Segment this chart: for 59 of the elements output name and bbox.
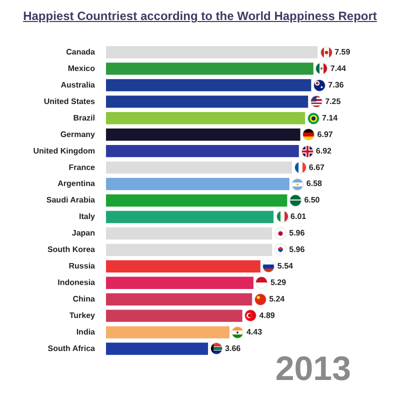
y-tick-label: South Africa — [48, 344, 96, 353]
bar — [106, 194, 288, 207]
bar — [106, 144, 299, 158]
data-label: 5.96 — [289, 228, 306, 238]
data-label: 5.24 — [269, 294, 286, 304]
data-label: 7.36 — [328, 80, 344, 90]
data-label: 6.97 — [317, 130, 334, 139]
y-tick-label: Italy — [78, 212, 96, 222]
bar — [106, 79, 312, 92]
y-tick-label: Argentina — [58, 179, 96, 188]
data-label: 6.92 — [316, 146, 332, 156]
data-label: 6.01 — [290, 212, 307, 222]
bar — [106, 96, 308, 108]
bar — [106, 46, 318, 58]
y-tick-label: Australia — [60, 80, 96, 90]
bar — [106, 178, 290, 190]
y-tick-label: Brazil — [73, 113, 95, 122]
y-tick-label: Japan — [72, 228, 96, 238]
data-label: 4.43 — [246, 327, 263, 336]
annotation: 2013 — [275, 350, 351, 388]
data-label: 5.96 — [289, 245, 306, 254]
bar — [106, 244, 272, 256]
y-tick-label: France — [68, 162, 96, 172]
bar — [106, 161, 292, 174]
data-label: 6.67 — [308, 162, 326, 172]
bar — [106, 260, 260, 272]
data-label: 7.44 — [330, 64, 347, 73]
y-tick-label: Indonesia — [58, 278, 96, 288]
y-tick-label: United Kingdom — [33, 146, 95, 156]
bar — [106, 210, 274, 224]
y-tick-label: Mexico — [68, 64, 96, 73]
y-tick-label: Germany — [60, 130, 96, 139]
data-label: 5.54 — [277, 262, 294, 271]
y-tick-label: Turkey — [69, 311, 96, 320]
data-label: 5.29 — [270, 278, 287, 288]
y-tick-label: China — [72, 294, 96, 304]
y-tick-label: Russia — [68, 262, 96, 271]
y-tick-label: Saudi Arabia — [46, 196, 96, 205]
bar — [106, 342, 208, 355]
data-label: 6.50 — [304, 196, 320, 205]
y-tick-label: Canada — [66, 47, 96, 56]
y-tick-label: South Korea — [47, 245, 96, 254]
bar — [106, 310, 242, 322]
data-label: 7.14 — [322, 113, 338, 122]
data-label: 4.89 — [259, 311, 276, 320]
bar — [106, 293, 252, 306]
chart-title: Happiest Countriest according to the World Happiness Report — [23, 9, 377, 23]
y-tick-label: United States — [44, 96, 96, 106]
bar — [106, 276, 254, 289]
data-label: 3.66 — [225, 344, 242, 353]
bar — [106, 227, 272, 240]
bar — [106, 326, 230, 338]
bar — [106, 62, 314, 75]
data-label: 7.25 — [325, 96, 342, 106]
y-tick-label: India — [76, 327, 96, 336]
data-label: 7.59 — [334, 47, 351, 56]
bar — [106, 128, 300, 141]
data-label: 6.58 — [306, 179, 323, 188]
bar — [106, 112, 306, 124]
